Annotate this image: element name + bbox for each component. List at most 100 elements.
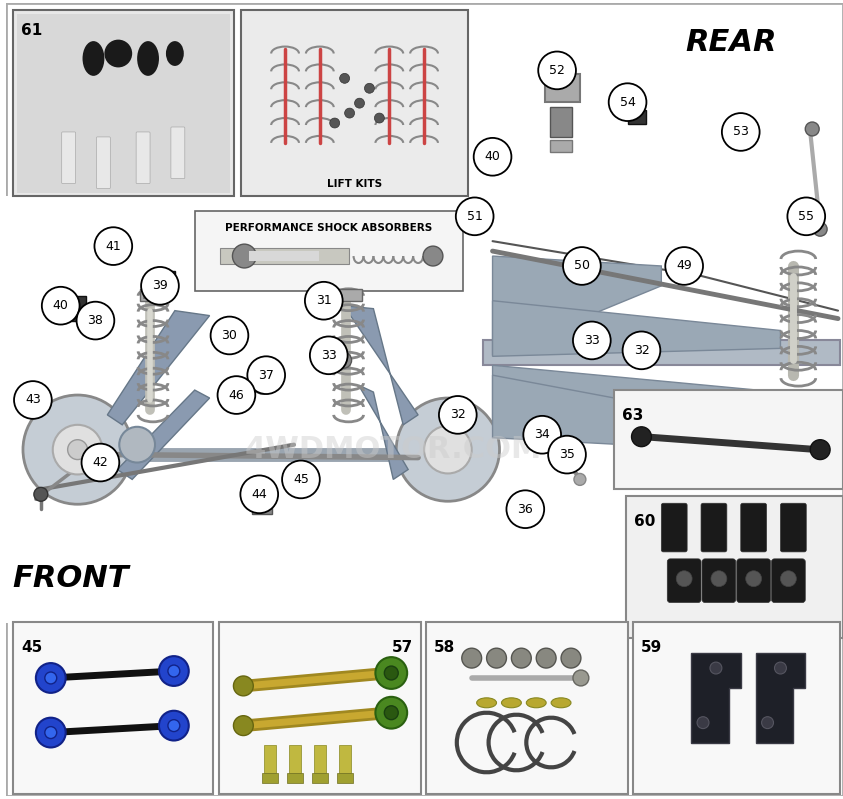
- Circle shape: [384, 666, 398, 680]
- Bar: [241, 10, 468, 197]
- FancyBboxPatch shape: [171, 127, 185, 179]
- Circle shape: [14, 381, 51, 419]
- Ellipse shape: [166, 41, 184, 66]
- Bar: [336, 288, 362, 300]
- Bar: [61, 296, 85, 320]
- Text: 37: 37: [258, 368, 274, 382]
- Text: 55: 55: [798, 210, 814, 223]
- Text: 41: 41: [105, 240, 121, 252]
- Ellipse shape: [476, 698, 497, 708]
- Circle shape: [573, 321, 610, 360]
- Circle shape: [781, 570, 797, 586]
- Ellipse shape: [551, 698, 571, 708]
- FancyBboxPatch shape: [701, 503, 727, 552]
- FancyBboxPatch shape: [137, 132, 150, 184]
- Text: 40: 40: [485, 150, 501, 163]
- Circle shape: [375, 697, 407, 729]
- Circle shape: [761, 717, 774, 729]
- Bar: [626, 496, 843, 638]
- Text: 32: 32: [634, 344, 649, 357]
- Text: REAR: REAR: [685, 28, 776, 57]
- FancyBboxPatch shape: [702, 559, 736, 602]
- Polygon shape: [107, 311, 210, 425]
- Circle shape: [439, 396, 476, 434]
- Bar: [252, 495, 272, 515]
- Circle shape: [384, 706, 398, 720]
- Circle shape: [548, 435, 586, 474]
- Circle shape: [305, 282, 342, 320]
- Bar: [289, 745, 301, 773]
- Circle shape: [227, 394, 243, 410]
- Circle shape: [168, 665, 180, 677]
- Text: 32: 32: [450, 408, 465, 421]
- Text: 31: 31: [316, 294, 331, 308]
- Circle shape: [159, 711, 189, 741]
- FancyBboxPatch shape: [62, 132, 76, 184]
- Circle shape: [375, 657, 407, 689]
- Circle shape: [45, 726, 56, 738]
- Text: 52: 52: [549, 64, 565, 77]
- Polygon shape: [492, 376, 810, 455]
- Circle shape: [234, 676, 253, 696]
- Text: 40: 40: [53, 299, 68, 312]
- Circle shape: [676, 570, 692, 586]
- Bar: [550, 107, 572, 137]
- Text: 43: 43: [25, 393, 40, 407]
- FancyBboxPatch shape: [781, 503, 806, 552]
- Circle shape: [474, 138, 512, 176]
- Circle shape: [282, 460, 319, 499]
- Text: 34: 34: [534, 428, 550, 441]
- Bar: [312, 773, 328, 783]
- Circle shape: [159, 656, 189, 686]
- Bar: [17, 14, 230, 193]
- FancyBboxPatch shape: [771, 559, 805, 602]
- Bar: [13, 10, 234, 197]
- Ellipse shape: [137, 41, 159, 76]
- Bar: [13, 622, 212, 794]
- Circle shape: [805, 122, 819, 136]
- Circle shape: [665, 247, 703, 284]
- Text: 50: 50: [574, 260, 590, 272]
- Circle shape: [538, 51, 576, 89]
- FancyBboxPatch shape: [661, 503, 687, 552]
- FancyBboxPatch shape: [96, 137, 110, 189]
- Circle shape: [711, 570, 727, 586]
- Text: 33: 33: [321, 349, 336, 362]
- Bar: [627, 110, 647, 124]
- Circle shape: [168, 720, 180, 732]
- Circle shape: [710, 662, 722, 674]
- Circle shape: [336, 352, 352, 368]
- Circle shape: [34, 487, 48, 501]
- Text: 49: 49: [676, 260, 692, 272]
- Circle shape: [396, 398, 500, 501]
- Circle shape: [374, 113, 384, 123]
- Text: 4WDMOTOR.COM: 4WDMOTOR.COM: [244, 435, 542, 464]
- Text: 42: 42: [93, 456, 108, 469]
- Circle shape: [77, 302, 115, 340]
- Circle shape: [234, 716, 253, 736]
- Text: 33: 33: [584, 334, 599, 347]
- Circle shape: [364, 83, 374, 93]
- Polygon shape: [755, 653, 805, 742]
- Circle shape: [53, 425, 102, 475]
- Circle shape: [253, 376, 271, 394]
- Bar: [195, 212, 463, 291]
- Circle shape: [563, 247, 601, 284]
- Circle shape: [211, 316, 249, 354]
- Circle shape: [247, 356, 285, 394]
- Circle shape: [340, 74, 350, 83]
- Text: 61: 61: [21, 22, 42, 38]
- Text: PERFORMANCE SHOCK ABSORBERS: PERFORMANCE SHOCK ABSORBERS: [225, 223, 432, 233]
- Bar: [614, 390, 843, 489]
- Circle shape: [810, 439, 830, 459]
- Polygon shape: [691, 653, 741, 742]
- Circle shape: [562, 451, 578, 467]
- Circle shape: [42, 287, 79, 324]
- Polygon shape: [492, 365, 810, 419]
- Circle shape: [574, 474, 586, 485]
- Circle shape: [424, 426, 472, 474]
- Bar: [143, 287, 165, 292]
- Circle shape: [486, 648, 507, 668]
- Text: 36: 36: [518, 503, 533, 515]
- Text: 38: 38: [88, 314, 104, 327]
